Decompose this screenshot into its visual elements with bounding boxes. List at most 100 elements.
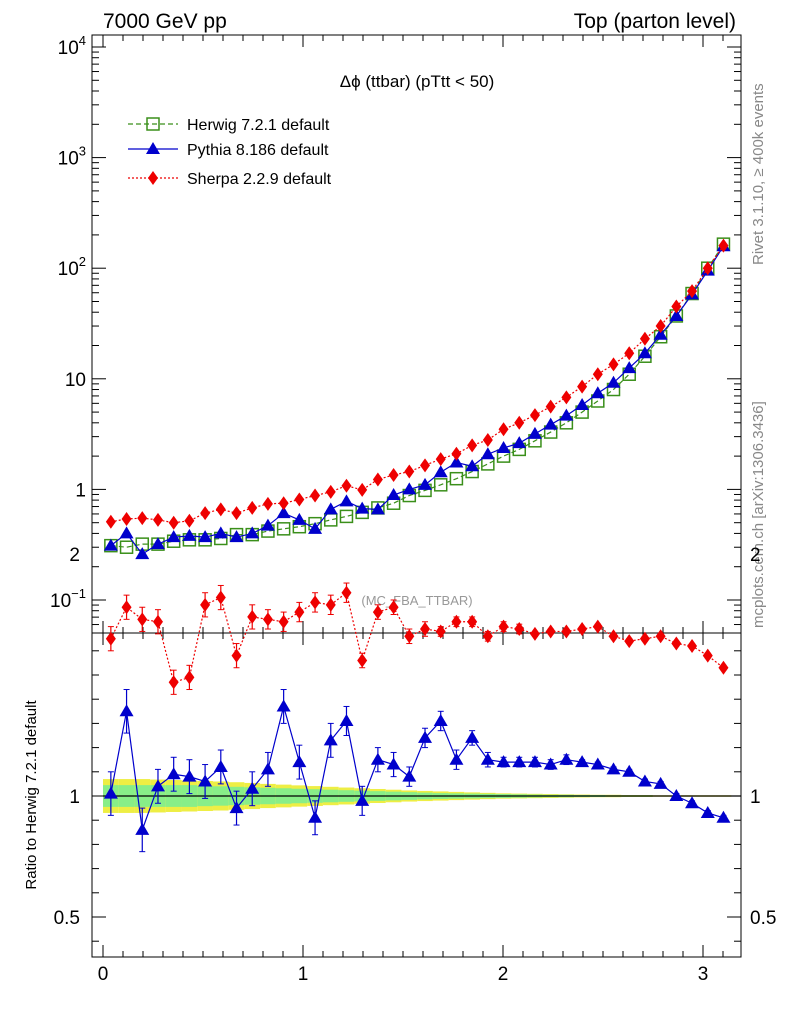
pythia-main-point	[653, 327, 668, 340]
header-process: Top (parton level)	[574, 10, 736, 33]
main-ytick-label: 104	[58, 33, 86, 59]
pythia-ratio-point	[229, 801, 244, 814]
pythia-main-point	[637, 346, 652, 359]
pythia-ratio-point	[276, 699, 291, 712]
herwig-main-point	[449, 471, 464, 486]
pythia-ratio-point	[323, 733, 338, 746]
pythia-main-point	[355, 501, 370, 514]
pythia-main-point	[150, 537, 165, 550]
ratio-y-axis-title: Ratio to Herwig 7.2.1 default	[23, 700, 40, 890]
pythia-main-point	[213, 526, 228, 539]
pythia-ratio-point	[150, 779, 165, 792]
pythia-ratio-line	[110, 704, 724, 831]
analysis-id-label: (MC_FBA_TTBAR)	[361, 593, 472, 608]
ratio-ytick-label-left: 1	[69, 787, 80, 808]
sherpa-main-point	[435, 452, 446, 467]
pythia-ratio-point	[292, 755, 307, 768]
pythia-ratio-point	[637, 774, 652, 787]
pythia-ratio-point	[103, 786, 118, 799]
pythia-ratio-point	[339, 713, 354, 726]
sherpa-main-point	[325, 484, 336, 499]
sherpa-ratio-point	[310, 595, 321, 610]
pythia-main-point	[575, 397, 590, 410]
sherpa-ratio-point	[341, 585, 352, 600]
main-panel-series	[103, 237, 731, 560]
sherpa-ratio-point	[247, 609, 258, 624]
pythia-main-point	[386, 487, 401, 500]
sherpa-ratio-point	[498, 619, 509, 634]
sherpa-main-point	[671, 299, 682, 314]
sherpa-main-point	[545, 399, 556, 414]
pythia-ratio-point	[198, 774, 213, 787]
pythia-ratio-point	[465, 730, 480, 743]
sherpa-ratio-point	[105, 631, 116, 646]
sherpa-main-point	[702, 261, 713, 276]
sherpa-main-point	[592, 367, 603, 382]
sherpa-main-point	[152, 512, 163, 527]
sherpa-ratio-point	[168, 675, 179, 690]
plot-title: Δϕ (ttbar) (pTtt < 50)	[340, 72, 495, 91]
sherpa-main-point	[231, 506, 242, 521]
pythia-main-point	[339, 494, 354, 507]
sherpa-ratio-point	[514, 622, 525, 637]
sherpa-main-point	[168, 515, 179, 530]
pythia-main-point	[119, 526, 134, 539]
pythia-ratio-point	[370, 752, 385, 765]
pythia-main-point	[559, 408, 574, 421]
pythia-ratio-point	[512, 755, 527, 768]
main-ytick-label: 1	[75, 480, 86, 501]
pythia-ratio-point	[496, 755, 511, 768]
sherpa-main-point	[655, 319, 666, 334]
ratio-ytick-label-left: 2	[69, 545, 80, 566]
pythia-main-line	[110, 245, 724, 555]
pythia-main-point	[292, 512, 307, 525]
sherpa-ratio-point	[592, 619, 603, 634]
legend: Herwig 7.2.1 default Pythia 8.186 defaul…	[128, 117, 332, 188]
pythia-ratio-point	[653, 776, 668, 789]
herwig-main-point	[339, 509, 354, 524]
ratio-ytick-label-right: 1	[750, 787, 761, 808]
axis-ticks: 10−1 1 10 102 103 104 0 1 2 3 0.5 0.5 1 1 2 2	[50, 33, 776, 985]
pythia-main-point	[449, 455, 464, 468]
sherpa-main-point	[184, 513, 195, 528]
rivet-version-label: Rivet 3.1.10, ≥ 400k events	[750, 83, 767, 265]
sherpa-main-point	[451, 446, 462, 461]
sherpa-ratio-point	[482, 629, 493, 644]
pythia-main-point	[433, 465, 448, 478]
pythia-ratio-point	[527, 755, 542, 768]
sherpa-main-point	[137, 511, 148, 526]
sherpa-ratio-line	[110, 591, 724, 684]
pythia-main-point	[260, 518, 275, 531]
pythia-ratio-point	[700, 805, 715, 818]
main-ytick-label: 10−1	[50, 586, 86, 612]
pythia-main-point	[480, 447, 495, 460]
pythia-ratio-point	[480, 752, 495, 765]
sherpa-ratio-point	[702, 648, 713, 663]
pythia-main-point	[198, 530, 213, 543]
main-ytick-label: 102	[58, 254, 86, 280]
pythia-ratio-point	[119, 704, 134, 717]
pythia-ratio-point	[182, 769, 197, 782]
sherpa-ratio-point	[388, 600, 399, 615]
sherpa-ratio-point	[577, 622, 588, 637]
sherpa-ratio-point	[262, 612, 273, 627]
sherpa-ratio-point	[121, 600, 132, 615]
pythia-main-point	[512, 436, 527, 449]
sherpa-main-point	[372, 472, 383, 487]
sherpa-main-point	[577, 379, 588, 394]
ratio-ytick-label-right: 0.5	[750, 908, 776, 929]
pythia-main-point	[276, 506, 291, 519]
pythia-main-point	[465, 459, 480, 472]
sherpa-ratio-point	[231, 648, 242, 663]
pythia-ratio-point	[590, 757, 605, 770]
header-energy: 7000 GeV pp	[103, 10, 227, 33]
pythia-main-point	[308, 521, 323, 534]
sherpa-ratio-point	[624, 634, 635, 649]
pythia-main-point	[166, 530, 181, 543]
sherpa-main-point	[420, 458, 431, 473]
pythia-main-point	[590, 386, 605, 399]
sherpa-main-point	[262, 496, 273, 511]
sherpa-main-point	[498, 422, 509, 437]
sherpa-ratio-point	[200, 597, 211, 612]
sherpa-ratio-point	[655, 629, 666, 644]
